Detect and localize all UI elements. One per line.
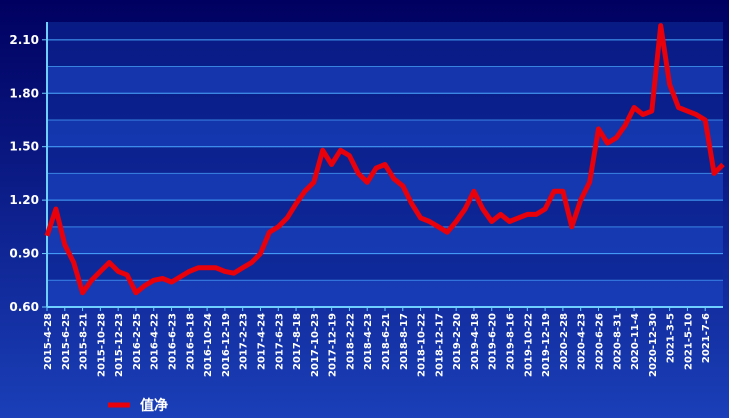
x-tick-label: 2015-6-25: [61, 313, 72, 370]
grid-band: [47, 280, 723, 307]
x-tick-label: 2015-10-28: [96, 313, 107, 377]
x-tick-label: 2016-10-24: [203, 313, 214, 377]
x-tick-label: 2017-2-23: [239, 313, 250, 370]
x-tick-label: 2018-2-22: [345, 313, 356, 370]
x-tick-label: 2020-8-31: [612, 313, 623, 370]
x-tick-label: 2018-8-17: [399, 313, 410, 370]
y-tick-label: 2.10: [9, 33, 39, 47]
y-tick-label: 0.60: [9, 300, 39, 314]
x-tick-label: 2017-10-23: [310, 313, 321, 377]
y-tick-label: 1.20: [9, 193, 39, 207]
x-tick-label: 2019-8-16: [506, 313, 517, 370]
x-tick-label: 2016-8-18: [185, 313, 196, 370]
grid-band: [47, 173, 723, 201]
x-tick-label: 2021-7-6: [701, 313, 712, 363]
x-tick-label: 2017-6-23: [274, 313, 285, 370]
x-tick-label: 2016-2-25: [132, 313, 143, 370]
x-tick-label: 2019-6-20: [488, 313, 499, 370]
x-tick-label: 2017-8-18: [292, 313, 303, 370]
x-tick-label: 2018-10-22: [417, 313, 428, 377]
legend-label: 值净: [140, 397, 168, 414]
x-tick-label: 2019-4-18: [470, 313, 481, 370]
x-tick-label: 2018-12-17: [434, 313, 445, 377]
x-tick-label: 2020-4-23: [577, 313, 588, 370]
x-tick-label: 2017-12-19: [328, 313, 339, 377]
x-tick-label: 2015-12-23: [114, 313, 125, 377]
x-tick-label: 2020-2-28: [559, 313, 570, 370]
x-tick-label: 2021-3-5: [666, 313, 677, 363]
x-tick-label: 2016-6-23: [168, 313, 179, 370]
x-tick-label: 2018-4-23: [363, 313, 374, 370]
x-tick-label: 2017-4-24: [256, 313, 267, 370]
series-line: [44, 23, 725, 296]
x-tick-label: 2021-5-10: [683, 313, 694, 370]
x-tick-label: 2016-4-22: [150, 313, 161, 370]
y-tick-label: 1.50: [9, 140, 39, 154]
grid-band: [47, 66, 723, 94]
x-tick-label: 2020-11-4: [630, 313, 641, 370]
x-tick-label: 2019-10-22: [523, 313, 534, 377]
y-tick-label: 1.80: [9, 86, 39, 100]
x-tick-label: 2016-12-19: [221, 313, 232, 377]
x-tick-label: 2019-12-19: [541, 313, 552, 377]
x-tick-label: 2019-2-20: [452, 313, 463, 370]
y-tick-label: 0.90: [9, 247, 39, 261]
grid-band: [47, 226, 723, 254]
x-tick-label: 2015-8-21: [79, 313, 90, 370]
x-tick-label: 2018-6-21: [381, 313, 392, 370]
x-tick-label: 2015-4-28: [43, 313, 54, 370]
x-tick-label: 2020-12-30: [648, 313, 659, 377]
x-tick-label: 2020-6-26: [594, 313, 605, 370]
